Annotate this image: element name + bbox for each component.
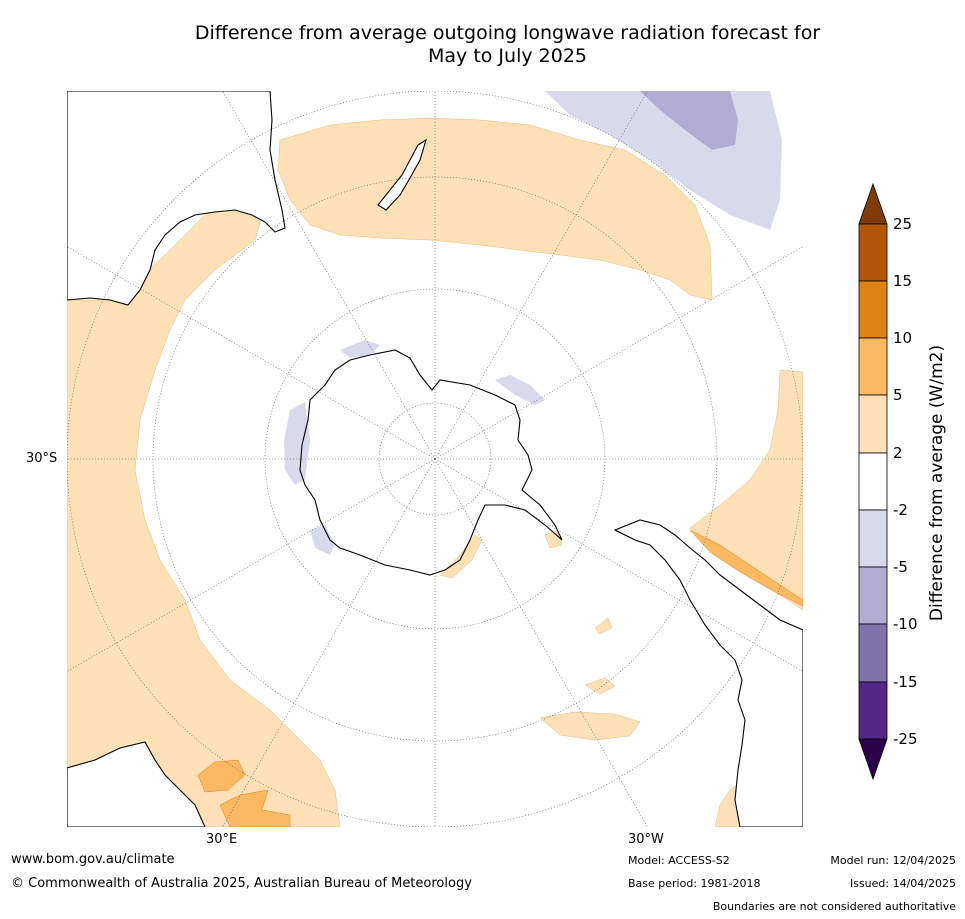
colorbar-segment-neutral — [858, 452, 888, 511]
stronger-negative-anomaly-northeast — [640, 91, 738, 150]
colorbar-max-arrow — [858, 182, 888, 225]
positive-anomaly-drake — [544, 529, 563, 549]
boundary-disclaimer: Boundaries are not considered authoritat… — [712, 900, 956, 913]
colorbar-tick-label: 2 — [893, 444, 903, 462]
chart-title: Difference from average outgoing longwav… — [0, 22, 965, 68]
longitude-label-30e: 30°E — [206, 832, 238, 847]
colorbar-tick-label: -15 — [893, 673, 918, 691]
website-link[interactable]: www.bom.gov.au/climate — [11, 852, 175, 867]
positive-anomaly-north-band — [277, 117, 713, 301]
colorbar-title: Difference from average (W/m2) — [927, 344, 947, 622]
colorbar-segment-minus5-minus2 — [858, 509, 888, 568]
colorbar-min-arrow — [858, 738, 888, 781]
moderate-positive-anomaly — [197, 759, 246, 793]
map-panel — [67, 91, 803, 827]
colorbar-tick-label: 25 — [893, 215, 913, 233]
colorbar-tick-label: -25 — [893, 730, 918, 748]
copyright-notice: © Commonwealth of Australia 2025, Austra… — [11, 876, 472, 891]
colorbar-tick-label: -5 — [893, 558, 908, 576]
colorbar-tick-label: 5 — [893, 386, 903, 404]
antarctica-coastline — [299, 349, 563, 576]
longitude-label-30w: 30°W — [628, 832, 664, 847]
negative-anomaly-ross-sea — [495, 375, 545, 405]
colorbar — [858, 182, 888, 781]
new-zealand-coastline — [377, 138, 427, 211]
africa-coastline — [67, 741, 206, 827]
negative-anomaly-west-antarctica-coast — [284, 402, 310, 485]
positive-anomaly-southeast-small — [584, 677, 616, 695]
negative-anomaly-east-antarctica — [340, 340, 380, 358]
colorbar-tick-label: 10 — [893, 329, 913, 347]
model-run-date: Model run: 12/04/2025 — [830, 854, 956, 867]
australia-coastline — [67, 91, 286, 306]
title-line-1: Difference from average outgoing longwav… — [194, 22, 821, 44]
moderate-positive-anomaly-andes — [689, 529, 803, 607]
colorbar-tick-label: -2 — [893, 501, 908, 519]
colorbar-segment-minus25-minus15 — [858, 681, 888, 740]
colorbar-segment-10-15 — [858, 280, 888, 339]
model-name: Model: ACCESS-S2 — [628, 854, 730, 867]
issued-date: Issued: 14/04/2025 — [849, 877, 956, 890]
latitude-label-30s: 30°S — [26, 451, 58, 466]
positive-anomaly-small-patch — [594, 617, 613, 635]
base-period: Base period: 1981-2018 — [628, 877, 761, 890]
colorbar-segment-minus15-minus10 — [858, 623, 888, 683]
colorbar-segment-15-25 — [858, 223, 888, 282]
title-line-2: May to July 2025 — [428, 45, 587, 67]
positive-anomaly-south — [539, 711, 641, 741]
south-america-coastline — [613, 519, 803, 827]
colorbar-segment-minus10-minus5 — [858, 566, 888, 625]
graticule — [67, 91, 803, 827]
colorbar-tick-label: 15 — [893, 272, 913, 290]
colorbar-segment-5-10 — [858, 337, 888, 396]
colorbar-segment-2-5 — [858, 394, 888, 454]
colorbar-tick-label: -10 — [893, 615, 918, 633]
moderate-positive-anomaly-2 — [219, 789, 291, 827]
negative-anomaly-weddell — [310, 525, 335, 555]
